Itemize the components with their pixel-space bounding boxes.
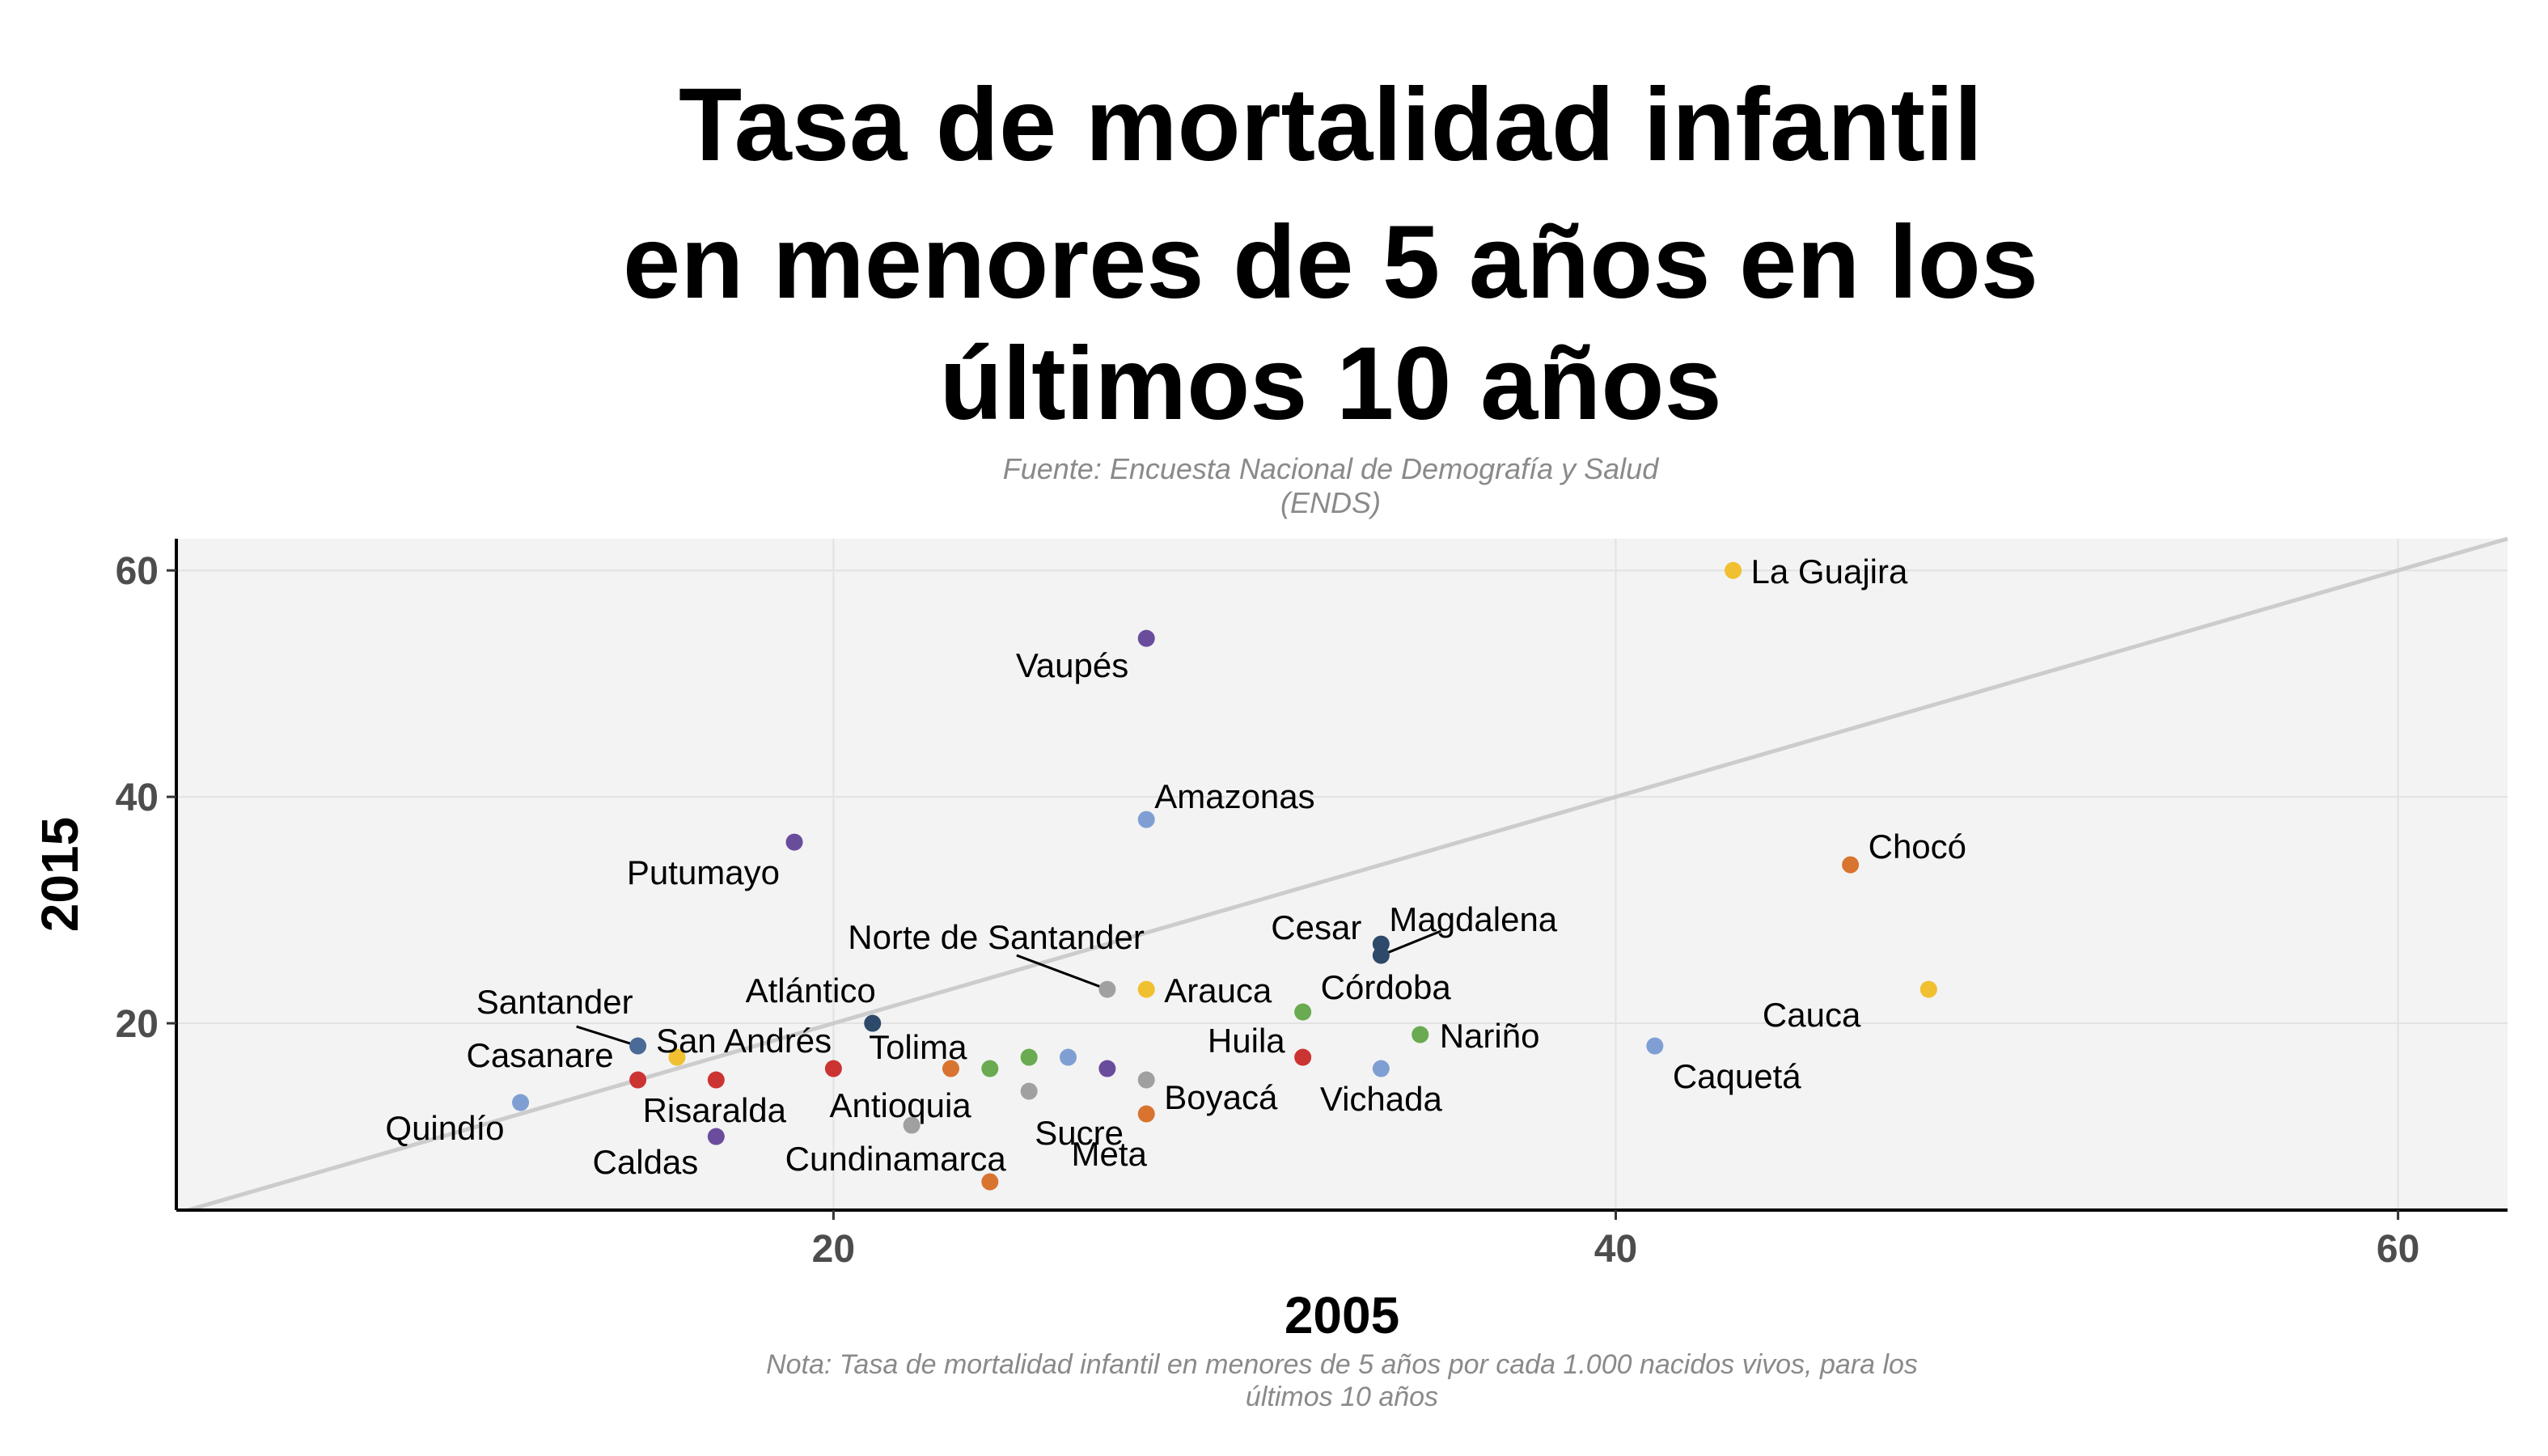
chart-subtitle-line-2: (ENDS) bbox=[1280, 486, 1381, 519]
y-tick-label-60: 60 bbox=[116, 550, 159, 593]
point-label-meta: Meta bbox=[1072, 1135, 1148, 1173]
data-point-antioquia bbox=[903, 1116, 921, 1134]
point-label-caqueta: Caquetá bbox=[1673, 1057, 1801, 1095]
data-point-17 bbox=[1020, 1048, 1038, 1066]
y-tick-label-40: 40 bbox=[116, 777, 159, 819]
point-labels: La Guajira Vaupés Amazonas Putumayo Chocó Ces… bbox=[385, 552, 1966, 1181]
data-point-magdalena bbox=[1372, 946, 1390, 964]
point-label-atlantico: Atlántico bbox=[746, 971, 876, 1009]
chart-subtitle-line-1: Fuente: Encuesta Nacional de Demografía … bbox=[1003, 452, 1659, 485]
point-label-norte-de-santander: Norte de Santander bbox=[848, 918, 1145, 956]
point-label-boyaca: Boyacá bbox=[1164, 1078, 1278, 1116]
caption-line-1: Nota: Tasa de mortalidad infantil en men… bbox=[766, 1349, 1918, 1380]
grid-lines bbox=[176, 539, 2508, 1210]
x-tick-label-60: 60 bbox=[2377, 1228, 2419, 1271]
point-label-casanare: Casanare bbox=[466, 1036, 613, 1074]
chart-title-line-3: últimos 10 años bbox=[939, 326, 1721, 442]
leader-line-norte-de-santander bbox=[1016, 954, 1108, 991]
point-label-arauca: Arauca bbox=[1164, 971, 1272, 1009]
point-label-la-guajira: La Guajira bbox=[1751, 552, 1908, 590]
reference-diagonal-line bbox=[187, 536, 2508, 1213]
data-point-huila bbox=[1294, 1048, 1312, 1066]
data-point-vaupes bbox=[1137, 629, 1155, 647]
leader-lines bbox=[576, 929, 1441, 1048]
data-point-putumayo bbox=[785, 833, 803, 851]
leader-line-santander bbox=[576, 1025, 639, 1048]
data-point-norte-de-santander bbox=[1098, 980, 1116, 998]
data-point-meta bbox=[1137, 1105, 1155, 1123]
data-point-arauca bbox=[1137, 980, 1155, 998]
point-label-caldas: Caldas bbox=[593, 1143, 699, 1181]
point-label-huila: Huila bbox=[1208, 1022, 1285, 1060]
data-point-narino bbox=[1412, 1026, 1429, 1043]
point-label-sucre: Sucre bbox=[1035, 1114, 1124, 1152]
data-point-quindio bbox=[512, 1094, 530, 1111]
data-point-la-guajira bbox=[1725, 561, 1742, 579]
point-label-cesar: Cesar bbox=[1271, 908, 1361, 946]
point-label-narino: Nariño bbox=[1440, 1017, 1540, 1055]
data-point-caqueta bbox=[1646, 1037, 1664, 1055]
point-label-tolima: Tolima bbox=[869, 1028, 967, 1066]
chart-title-line-1: Tasa de mortalidad infantil bbox=[679, 67, 1983, 183]
y-axis-title: 2015 bbox=[31, 817, 89, 932]
x-tick-label-40: 40 bbox=[1594, 1228, 1637, 1271]
data-point-18 bbox=[1060, 1048, 1077, 1066]
point-label-cauca: Cauca bbox=[1763, 996, 1861, 1034]
data-point-casanare bbox=[629, 1071, 647, 1089]
x-axis-title: 2005 bbox=[1285, 1286, 1399, 1344]
point-label-cordoba: Córdoba bbox=[1321, 968, 1452, 1006]
data-point-santander bbox=[629, 1037, 647, 1055]
data-point-atlantico bbox=[864, 1014, 882, 1032]
data-point-caldas bbox=[707, 1128, 725, 1145]
data-point-20 bbox=[981, 1060, 999, 1077]
point-label-risaralda: Risaralda bbox=[643, 1091, 787, 1129]
data-point-21 bbox=[824, 1060, 842, 1077]
point-label-putumayo: Putumayo bbox=[627, 853, 780, 891]
axis-ticks: 20 40 60 20 40 60 bbox=[116, 550, 2420, 1271]
point-label-vaupes: Vaupés bbox=[1016, 646, 1128, 684]
data-point-22 bbox=[1098, 1060, 1116, 1077]
data-point-boyaca bbox=[1137, 1071, 1155, 1089]
data-point-risaralda bbox=[707, 1071, 725, 1089]
y-tick-label-20: 20 bbox=[116, 1003, 159, 1046]
data-point-amazonas bbox=[1137, 811, 1155, 828]
data-points bbox=[512, 561, 1937, 1191]
leader-line-magdalena bbox=[1380, 929, 1441, 957]
data-point-cordoba bbox=[1294, 1003, 1312, 1021]
data-point-san-andres bbox=[668, 1048, 686, 1066]
data-point-cundinamarca bbox=[981, 1173, 999, 1191]
chart-title-line-2: en menores de 5 años en los bbox=[623, 205, 2038, 320]
point-label-magdalena: Magdalena bbox=[1389, 900, 1557, 938]
point-label-san-andres: San Andrés bbox=[656, 1022, 832, 1060]
point-label-vichada: Vichada bbox=[1320, 1080, 1443, 1118]
point-label-choco: Chocó bbox=[1869, 827, 1966, 866]
data-point-tolima bbox=[942, 1060, 959, 1077]
x-tick-label-20: 20 bbox=[812, 1228, 855, 1271]
point-label-santander: Santander bbox=[476, 983, 633, 1021]
point-label-antioquia: Antioquia bbox=[830, 1086, 972, 1124]
caption-line-2: últimos 10 años bbox=[1246, 1382, 1438, 1412]
data-point-sucre bbox=[1020, 1082, 1038, 1100]
data-point-cauca bbox=[1919, 980, 1937, 998]
point-label-cundinamarca: Cundinamarca bbox=[785, 1140, 1007, 1178]
data-point-vichada bbox=[1372, 1060, 1390, 1077]
data-point-choco bbox=[1842, 856, 1860, 874]
point-label-quindio: Quindío bbox=[385, 1109, 504, 1147]
point-label-amazonas: Amazonas bbox=[1154, 777, 1314, 815]
